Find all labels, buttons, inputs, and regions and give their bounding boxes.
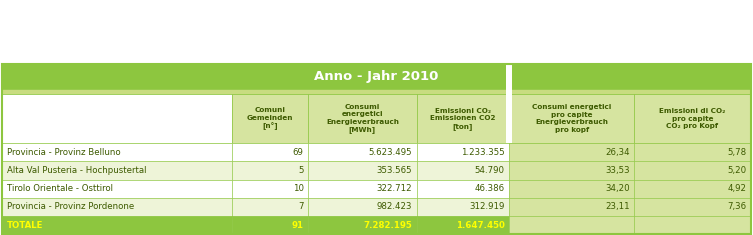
FancyBboxPatch shape xyxy=(2,198,232,216)
Text: 312.919: 312.919 xyxy=(469,202,505,212)
FancyBboxPatch shape xyxy=(308,94,416,143)
Text: Provincia - Provinz Pordenone: Provincia - Provinz Pordenone xyxy=(7,202,134,212)
Text: Anno - Jahr 2010: Anno - Jahr 2010 xyxy=(314,70,439,83)
FancyBboxPatch shape xyxy=(308,198,416,216)
FancyBboxPatch shape xyxy=(416,180,509,198)
FancyBboxPatch shape xyxy=(416,94,509,143)
FancyBboxPatch shape xyxy=(416,143,509,161)
Text: Emissioni di CO₂
pro capite
CO₂ pro Kopf: Emissioni di CO₂ pro capite CO₂ pro Kopf xyxy=(660,108,726,129)
FancyBboxPatch shape xyxy=(232,94,308,143)
FancyBboxPatch shape xyxy=(509,161,634,180)
FancyBboxPatch shape xyxy=(509,143,634,161)
FancyBboxPatch shape xyxy=(416,216,509,234)
Text: Comuni
Gemeinden
[n°]: Comuni Gemeinden [n°] xyxy=(247,107,293,130)
FancyBboxPatch shape xyxy=(308,216,416,234)
Text: 5,20: 5,20 xyxy=(727,166,746,175)
Text: Alta Val Pusteria - Hochpustertal: Alta Val Pusteria - Hochpustertal xyxy=(7,166,146,175)
Text: 10: 10 xyxy=(293,184,303,193)
Text: 322.712: 322.712 xyxy=(376,184,412,193)
FancyBboxPatch shape xyxy=(232,180,308,198)
FancyBboxPatch shape xyxy=(509,180,634,198)
FancyBboxPatch shape xyxy=(2,94,751,143)
Text: TOTALE: TOTALE xyxy=(7,221,43,230)
Text: Provincia - Provinz Belluno: Provincia - Provinz Belluno xyxy=(7,148,120,157)
FancyBboxPatch shape xyxy=(634,161,751,180)
Text: 7: 7 xyxy=(298,202,303,212)
Text: 4,92: 4,92 xyxy=(727,184,746,193)
Text: 34,20: 34,20 xyxy=(605,184,630,193)
FancyBboxPatch shape xyxy=(509,94,634,143)
FancyBboxPatch shape xyxy=(416,161,509,180)
FancyBboxPatch shape xyxy=(2,180,232,198)
Text: 33,53: 33,53 xyxy=(605,166,630,175)
FancyBboxPatch shape xyxy=(2,94,232,143)
FancyBboxPatch shape xyxy=(308,161,416,180)
Text: 1.647.450: 1.647.450 xyxy=(456,221,505,230)
FancyBboxPatch shape xyxy=(509,198,634,216)
FancyBboxPatch shape xyxy=(2,89,751,94)
FancyBboxPatch shape xyxy=(308,143,416,161)
Text: 46.386: 46.386 xyxy=(474,184,505,193)
FancyBboxPatch shape xyxy=(416,198,509,216)
FancyBboxPatch shape xyxy=(634,180,751,198)
FancyBboxPatch shape xyxy=(2,161,232,180)
Text: 54.790: 54.790 xyxy=(475,166,505,175)
FancyBboxPatch shape xyxy=(232,216,308,234)
Text: 1.233.355: 1.233.355 xyxy=(461,148,505,157)
Text: Tirolo Orientale - Osttirol: Tirolo Orientale - Osttirol xyxy=(7,184,113,193)
Text: 7,36: 7,36 xyxy=(727,202,746,212)
Text: 5: 5 xyxy=(298,166,303,175)
FancyBboxPatch shape xyxy=(634,198,751,216)
Text: 26,34: 26,34 xyxy=(605,148,630,157)
FancyBboxPatch shape xyxy=(509,216,634,234)
FancyBboxPatch shape xyxy=(232,198,308,216)
FancyBboxPatch shape xyxy=(232,161,308,180)
Text: 5.623.495: 5.623.495 xyxy=(369,148,412,157)
Text: 23,11: 23,11 xyxy=(605,202,630,212)
Text: 91: 91 xyxy=(291,221,303,230)
Text: Consumi
energetici
Energieverbrauch
[MWh]: Consumi energetici Energieverbrauch [MWh… xyxy=(326,104,399,133)
Text: 69: 69 xyxy=(293,148,303,157)
Text: Consumi energetici
pro capite
Energieverbrauch
pro kopf: Consumi energetici pro capite Energiever… xyxy=(532,104,611,133)
FancyBboxPatch shape xyxy=(2,216,232,234)
FancyBboxPatch shape xyxy=(634,143,751,161)
Text: 353.565: 353.565 xyxy=(376,166,412,175)
FancyBboxPatch shape xyxy=(634,94,751,143)
FancyBboxPatch shape xyxy=(634,216,751,234)
FancyBboxPatch shape xyxy=(506,3,512,143)
Text: 5,78: 5,78 xyxy=(727,148,746,157)
FancyBboxPatch shape xyxy=(308,180,416,198)
Text: 7.282.195: 7.282.195 xyxy=(364,221,412,230)
Text: 982.423: 982.423 xyxy=(376,202,412,212)
FancyBboxPatch shape xyxy=(232,143,308,161)
FancyBboxPatch shape xyxy=(2,64,751,89)
Text: Emissioni CO₂
Emissionen CO2
[ton]: Emissioni CO₂ Emissionen CO2 [ton] xyxy=(430,108,495,130)
FancyBboxPatch shape xyxy=(2,143,232,161)
